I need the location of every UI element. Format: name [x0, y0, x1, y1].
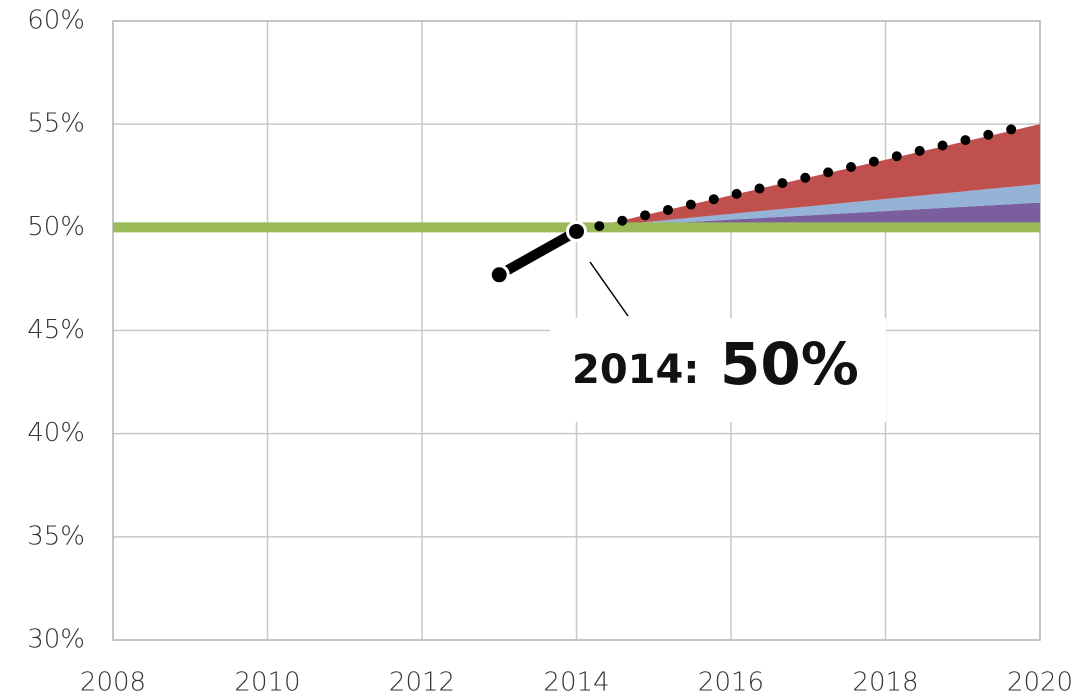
plot-border [112, 20, 1041, 641]
y-tick-label: 40% [27, 418, 85, 448]
line [571, 121, 1030, 237]
area [591, 124, 1040, 228]
x-tick-label: 2018 [852, 668, 918, 698]
y-tick-label: 45% [27, 315, 85, 345]
point [488, 264, 510, 286]
area [591, 202, 1040, 228]
x-tick-label: 2020 [1007, 668, 1073, 698]
x-tick-label: 2014 [543, 668, 609, 698]
annotation-leader [589, 261, 629, 317]
y-tick-label: 30% [27, 625, 85, 655]
x-tick-label: 2008 [80, 668, 146, 698]
x-tick-label: 2010 [234, 668, 300, 698]
y-tick-label: 60% [27, 6, 85, 36]
annotation-box [550, 318, 886, 422]
x-tick-label: 2012 [389, 668, 455, 698]
annotation-text: 2014: [572, 347, 699, 393]
area [591, 184, 1040, 228]
y-tick-label: 35% [27, 521, 85, 551]
annotation-value: 50% [720, 330, 859, 398]
y-tick-label: 55% [27, 109, 85, 139]
line [496, 227, 579, 280]
y-tick-label: 50% [27, 212, 85, 242]
x-tick-label: 2016 [698, 668, 764, 698]
